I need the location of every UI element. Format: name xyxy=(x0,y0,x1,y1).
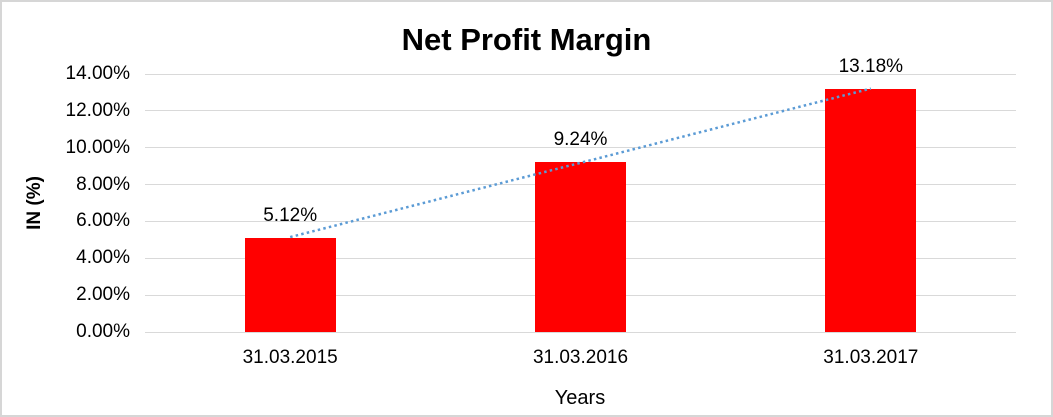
y-axis-tick-label: 10.00% xyxy=(65,136,130,158)
x-axis-title: Years xyxy=(554,387,606,409)
y-axis-tick-label: 8.00% xyxy=(76,173,130,195)
gridline xyxy=(145,331,1016,333)
y-axis-tick-label: 2.00% xyxy=(76,284,130,306)
y-axis-tick-label: 6.00% xyxy=(76,210,130,232)
y-axis-tick-label: 0.00% xyxy=(76,321,130,342)
y-axis-tick-label: 14.00% xyxy=(65,63,130,84)
bar-data-label: 9.24% xyxy=(553,128,608,150)
gridline xyxy=(145,73,1016,75)
y-axis-tick-label: 4.00% xyxy=(76,247,130,269)
x-axis-tick-label: 31.03.2016 xyxy=(532,347,629,368)
x-axis-tick-label: 31.03.2017 xyxy=(823,347,919,368)
bar-data-label: 13.18% xyxy=(838,56,904,78)
bar-31.03.2016 xyxy=(535,161,626,332)
bar-31.03.2015 xyxy=(244,237,336,332)
x-axis-tick-label: 31.03.2015 xyxy=(242,347,338,368)
chart-title: Net Profit Margin xyxy=(401,22,652,57)
y-axis-tick-label: 12.00% xyxy=(65,99,130,121)
bar-data-label: 5.12% xyxy=(263,204,318,226)
bar-31.03.2017 xyxy=(825,89,917,332)
